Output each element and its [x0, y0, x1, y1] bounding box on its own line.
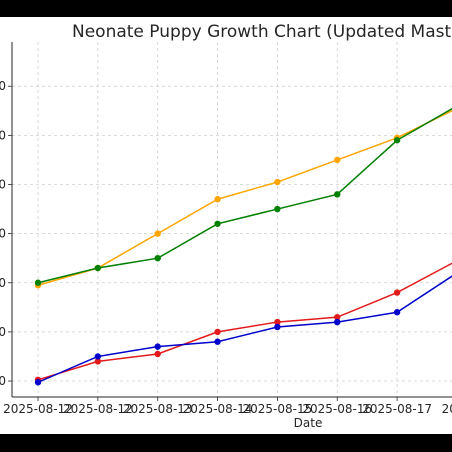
data-point — [154, 254, 161, 262]
series-line — [37, 107, 452, 284]
data-point — [274, 323, 281, 331]
x-tick-label: 2025-08-17 — [362, 402, 432, 416]
data-point — [393, 309, 401, 316]
data-point — [274, 178, 281, 186]
y-tick-label: 0 — [0, 79, 6, 93]
x-tick-label: 2025-08-12 — [3, 402, 73, 416]
x-tick-label: 2025 — [442, 402, 452, 416]
series-line — [37, 109, 452, 286]
data-point — [334, 191, 341, 198]
y-tick-label: 0 — [0, 374, 6, 388]
x-tick-label: 2025-08-12 — [63, 402, 133, 416]
data-point — [94, 353, 102, 360]
data-point — [334, 313, 341, 321]
data-point — [274, 205, 281, 213]
data-point — [214, 338, 221, 345]
axes — [8, 42, 452, 401]
y-tick-label: 0 — [0, 325, 6, 339]
data-point — [34, 379, 42, 386]
labels: 00000002025-08-122025-08-122025-08-13202… — [0, 79, 452, 416]
x-tick-label: 2025-08-13 — [123, 402, 193, 416]
series-1 — [34, 107, 452, 286]
y-tick-label: 0 — [0, 276, 6, 290]
grid — [12, 42, 452, 397]
data-point — [214, 328, 221, 336]
data-point — [94, 358, 102, 365]
x-axis-label: Date — [294, 416, 323, 430]
data-point — [154, 343, 161, 350]
data-point — [214, 196, 221, 203]
x-tick-label: 2025-08-15 — [243, 402, 313, 416]
figure-background — [0, 17, 452, 434]
chart-title: Neonate Puppy Growth Chart (Updated Mast… — [72, 22, 452, 42]
data-point — [334, 318, 341, 326]
data-point — [393, 137, 401, 144]
data-point — [274, 318, 281, 326]
series-group — [34, 107, 452, 386]
data-point — [34, 279, 42, 286]
y-tick-label: 0 — [0, 227, 6, 241]
y-tick-label: 0 — [0, 128, 6, 142]
x-tick-label: 2025-08-14 — [183, 402, 253, 416]
series-2 — [34, 262, 452, 384]
series-line — [37, 262, 452, 381]
series-line — [37, 275, 452, 383]
data-point — [154, 230, 161, 237]
x-tick-label: 2025-08-16 — [302, 402, 372, 416]
data-point — [214, 220, 221, 227]
data-point — [154, 350, 161, 358]
data-point — [393, 289, 401, 296]
data-point — [334, 156, 341, 164]
data-point — [94, 264, 102, 272]
y-tick-label: 0 — [0, 177, 6, 191]
series-3 — [34, 275, 452, 386]
